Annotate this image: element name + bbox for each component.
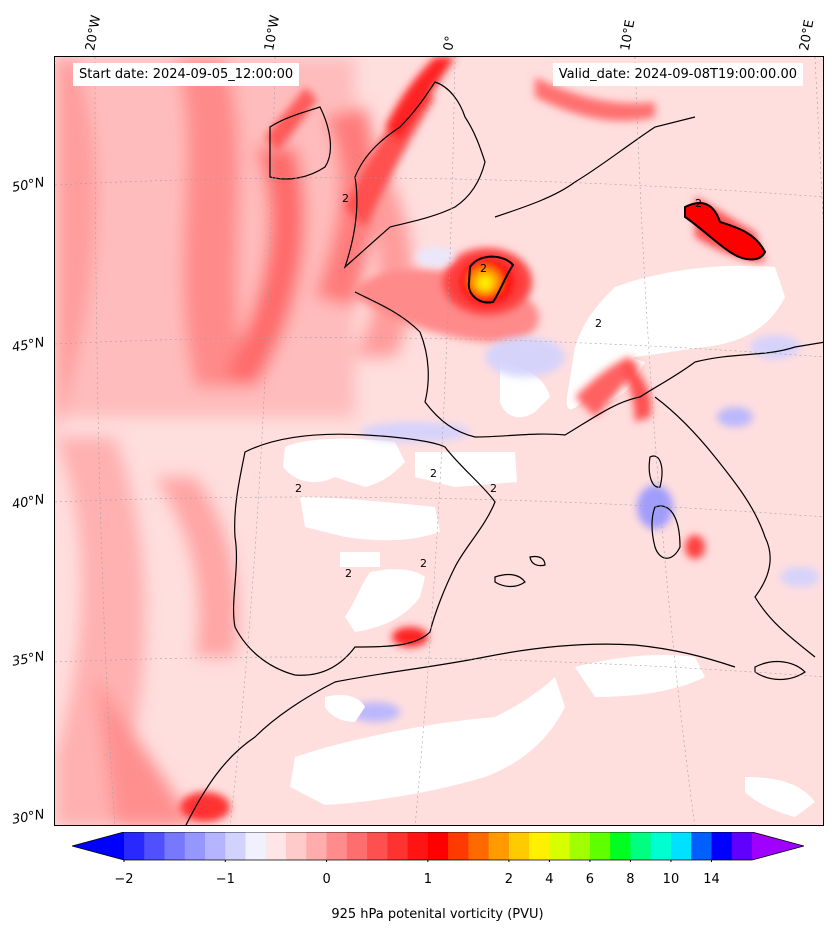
lat-label-40n: 40°N (10, 492, 46, 513)
colorbar-segment (549, 832, 571, 860)
colorbar-segment (164, 832, 186, 860)
colorbar-segment (367, 832, 388, 860)
colorbar-segment (326, 832, 348, 860)
colorbar-segment (650, 832, 672, 860)
graticule (55, 57, 823, 825)
contour-label: 2 (490, 482, 497, 495)
colorbar-segment (508, 832, 530, 860)
biscay-2pvu-contour (467, 255, 515, 304)
contour-label: 2 (695, 197, 702, 210)
colorbar-tick-label: 14 (703, 872, 720, 887)
contour-label: 2 (430, 467, 437, 480)
colorbar-segment (589, 832, 611, 860)
lon-label-20e: 20°E (797, 18, 818, 53)
colorbar-segment (731, 832, 753, 860)
colorbar-segment (529, 832, 550, 860)
northern-alps-2pvu-contour (684, 202, 767, 261)
colorbar-segment (569, 832, 591, 860)
contour-label: 2 (595, 317, 602, 330)
contour-label: 2 (420, 557, 427, 570)
colorbar-segment (407, 832, 429, 860)
colorbar-segment (265, 832, 287, 860)
colorbar-segment (124, 832, 145, 860)
colorbar-segment (387, 832, 409, 860)
lat-label-35n: 35°N (10, 649, 46, 670)
colorbar-segment (286, 832, 307, 860)
colorbar-segment (468, 832, 490, 860)
morocco-pv-patch (180, 535, 705, 822)
pv-field-map: 2 2 2 2 2 2 2 2 2 (55, 57, 823, 825)
colorbar-segment (448, 832, 469, 860)
colorbar-segment (184, 832, 206, 860)
lat-label-30n: 30°N (10, 807, 46, 828)
uk-pv-streaks (265, 57, 655, 227)
colorbar-segment (245, 832, 267, 860)
colorbar-segment (306, 832, 328, 860)
valid-date-label: Valid_date: 2024-09-08T19:00:00.00 (552, 63, 803, 86)
colorbar-segment (346, 832, 368, 860)
colorbar-segment (225, 832, 247, 860)
colorbar-tick-label: 4 (545, 872, 554, 887)
colorbar-segment (205, 832, 226, 860)
colorbar-label: 925 hPa potenital vorticity (PVU) (331, 907, 544, 922)
colorbar-tick-label: 1 (423, 872, 432, 887)
coastlines (185, 81, 823, 825)
lon-label-10e: 10°E (618, 18, 639, 53)
colorbar-extend-high (752, 832, 804, 860)
lat-label-45n: 45°N (10, 335, 46, 356)
lon-label-20w: 20°W (83, 14, 105, 53)
colorbar-tick-label: −2 (114, 872, 134, 887)
colorbar-extend-low (72, 832, 124, 860)
colorbar-segment (427, 832, 449, 860)
colorbar-segment (711, 832, 733, 860)
lon-label-0: 0° (441, 34, 459, 52)
contour-label: 2 (295, 482, 302, 495)
colorbar-segment (488, 832, 510, 860)
colorbar-tick-label: 2 (504, 872, 514, 887)
atlantic-pv-field (55, 57, 414, 825)
colorbar-segment (630, 832, 652, 860)
map-panel: 2 2 2 2 2 2 2 2 2 Start date: 2024-09-05… (54, 56, 824, 826)
contour-label: 2 (345, 567, 352, 580)
colorbar-segment (610, 832, 631, 860)
colorbar-segment (670, 832, 692, 860)
colorbar-tick-label: 0 (322, 872, 331, 887)
contour-label: 2 (480, 262, 487, 275)
colorbar-tick-label: 6 (585, 872, 595, 887)
colorbar-segment (144, 832, 166, 860)
colorbar-tick-label: 10 (662, 872, 680, 887)
lat-label-50n: 50°N (10, 175, 46, 196)
colorbar-segment (691, 832, 712, 860)
masked-terrain-north-africa (290, 655, 815, 817)
lon-label-10w: 10°W (262, 14, 284, 53)
colorbar-tick-label: −1 (215, 872, 235, 887)
contour-labels: 2 2 2 2 2 2 2 2 2 (295, 192, 702, 580)
biscay-vortex (355, 248, 540, 343)
contour-label: 2 (342, 192, 349, 205)
colorbar (72, 832, 804, 862)
colorbar-tick-label: 8 (626, 872, 635, 887)
start-date-label: Start date: 2024-09-05_12:00:00 (73, 63, 300, 86)
